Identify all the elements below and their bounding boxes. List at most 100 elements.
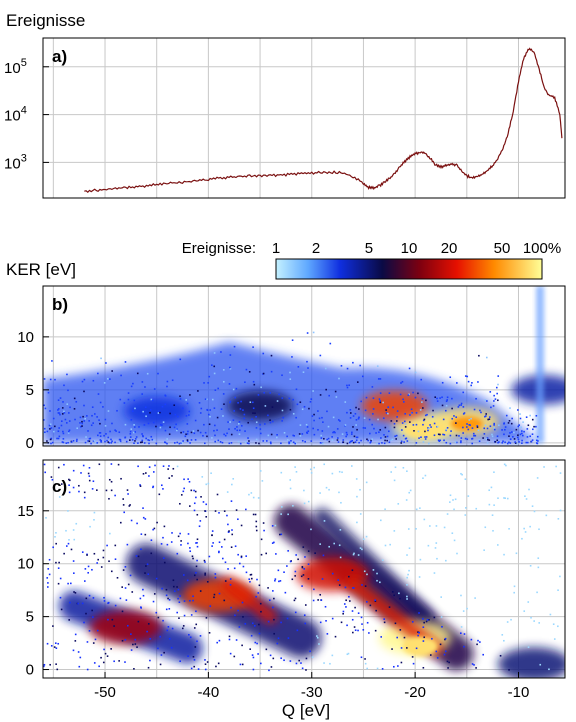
count-pixel <box>240 555 243 558</box>
count-pixel <box>270 442 272 445</box>
count-pixel <box>425 436 428 438</box>
count-pixel <box>415 527 417 530</box>
count-pixel <box>142 516 145 519</box>
count-pixel <box>129 574 132 577</box>
count-pixel <box>471 427 474 429</box>
count-pixel <box>143 442 146 444</box>
count-pixel <box>87 472 90 475</box>
count-pixel <box>320 437 323 439</box>
count-pixel <box>60 424 63 427</box>
count-pixel <box>354 441 357 443</box>
count-pixel <box>354 629 357 632</box>
count-pixel <box>414 396 417 399</box>
count-pixel <box>143 424 146 426</box>
count-pixel <box>76 427 79 430</box>
count-pixel <box>189 442 191 444</box>
count-pixel <box>251 418 253 421</box>
count-pixel <box>196 640 198 643</box>
count-pixel <box>195 565 198 568</box>
count-pixel <box>228 638 231 641</box>
count-pixel <box>338 470 341 473</box>
count-pixel <box>369 432 371 435</box>
count-pixel <box>390 439 392 441</box>
count-pixel <box>79 422 81 424</box>
count-pixel <box>403 401 405 403</box>
count-pixel <box>218 550 220 553</box>
count-pixel <box>237 609 239 612</box>
count-pixel <box>251 622 254 625</box>
count-pixel <box>503 497 505 499</box>
count-pixel <box>345 606 347 608</box>
count-pixel <box>420 378 423 381</box>
count-pixel <box>307 500 310 503</box>
count-pixel <box>213 365 216 368</box>
count-pixel <box>53 646 56 648</box>
count-pixel <box>96 562 98 564</box>
ytick-label: 104 <box>4 105 27 125</box>
count-pixel <box>127 493 129 495</box>
count-pixel <box>328 440 331 443</box>
count-pixel <box>50 645 53 647</box>
count-pixel <box>277 569 280 572</box>
count-pixel <box>130 649 133 651</box>
count-pixel <box>296 629 299 632</box>
count-pixel <box>168 599 171 601</box>
count-pixel <box>263 529 265 532</box>
count-pixel <box>501 429 503 431</box>
count-pixel <box>401 380 404 383</box>
count-pixel <box>415 423 418 426</box>
count-pixel <box>43 427 46 430</box>
count-pixel <box>504 428 506 431</box>
count-pixel <box>163 651 165 654</box>
count-pixel <box>170 541 173 543</box>
count-pixel <box>488 503 491 506</box>
count-pixel <box>134 643 137 645</box>
count-pixel <box>190 439 193 441</box>
count-pixel <box>410 408 413 411</box>
count-pixel <box>195 542 197 544</box>
count-pixel <box>258 623 260 626</box>
count-pixel <box>222 369 225 371</box>
count-pixel <box>262 440 265 442</box>
count-pixel <box>523 527 525 530</box>
count-pixel <box>92 642 95 644</box>
count-pixel <box>116 576 119 579</box>
count-pixel <box>451 417 454 420</box>
count-pixel <box>444 650 447 653</box>
panel-b-density <box>43 286 565 443</box>
count-pixel <box>253 625 256 627</box>
count-pixel <box>538 528 540 531</box>
count-pixel <box>229 578 232 580</box>
count-pixel <box>189 394 191 396</box>
count-pixel <box>400 661 403 664</box>
count-pixel <box>180 494 183 496</box>
count-pixel <box>510 618 512 621</box>
count-pixel <box>99 435 102 437</box>
count-pixel <box>365 535 368 538</box>
count-pixel <box>240 424 243 427</box>
count-pixel <box>479 641 481 643</box>
count-pixel <box>162 557 165 559</box>
count-pixel <box>106 544 108 547</box>
count-pixel <box>322 442 324 445</box>
count-pixel <box>517 409 519 411</box>
count-pixel <box>432 409 434 412</box>
count-pixel <box>213 596 215 599</box>
count-pixel <box>179 502 181 505</box>
count-pixel <box>197 668 200 670</box>
count-pixel <box>180 540 182 542</box>
count-pixel <box>355 406 357 409</box>
count-pixel <box>81 380 84 383</box>
count-pixel <box>529 565 532 567</box>
count-pixel <box>243 413 246 416</box>
count-pixel <box>93 511 96 514</box>
count-pixel <box>239 408 242 410</box>
count-pixel <box>488 439 491 441</box>
count-pixel <box>210 472 212 475</box>
count-pixel <box>260 553 263 556</box>
count-pixel <box>356 381 359 383</box>
count-pixel <box>449 434 452 437</box>
count-pixel <box>331 439 334 441</box>
count-pixel <box>196 559 198 562</box>
